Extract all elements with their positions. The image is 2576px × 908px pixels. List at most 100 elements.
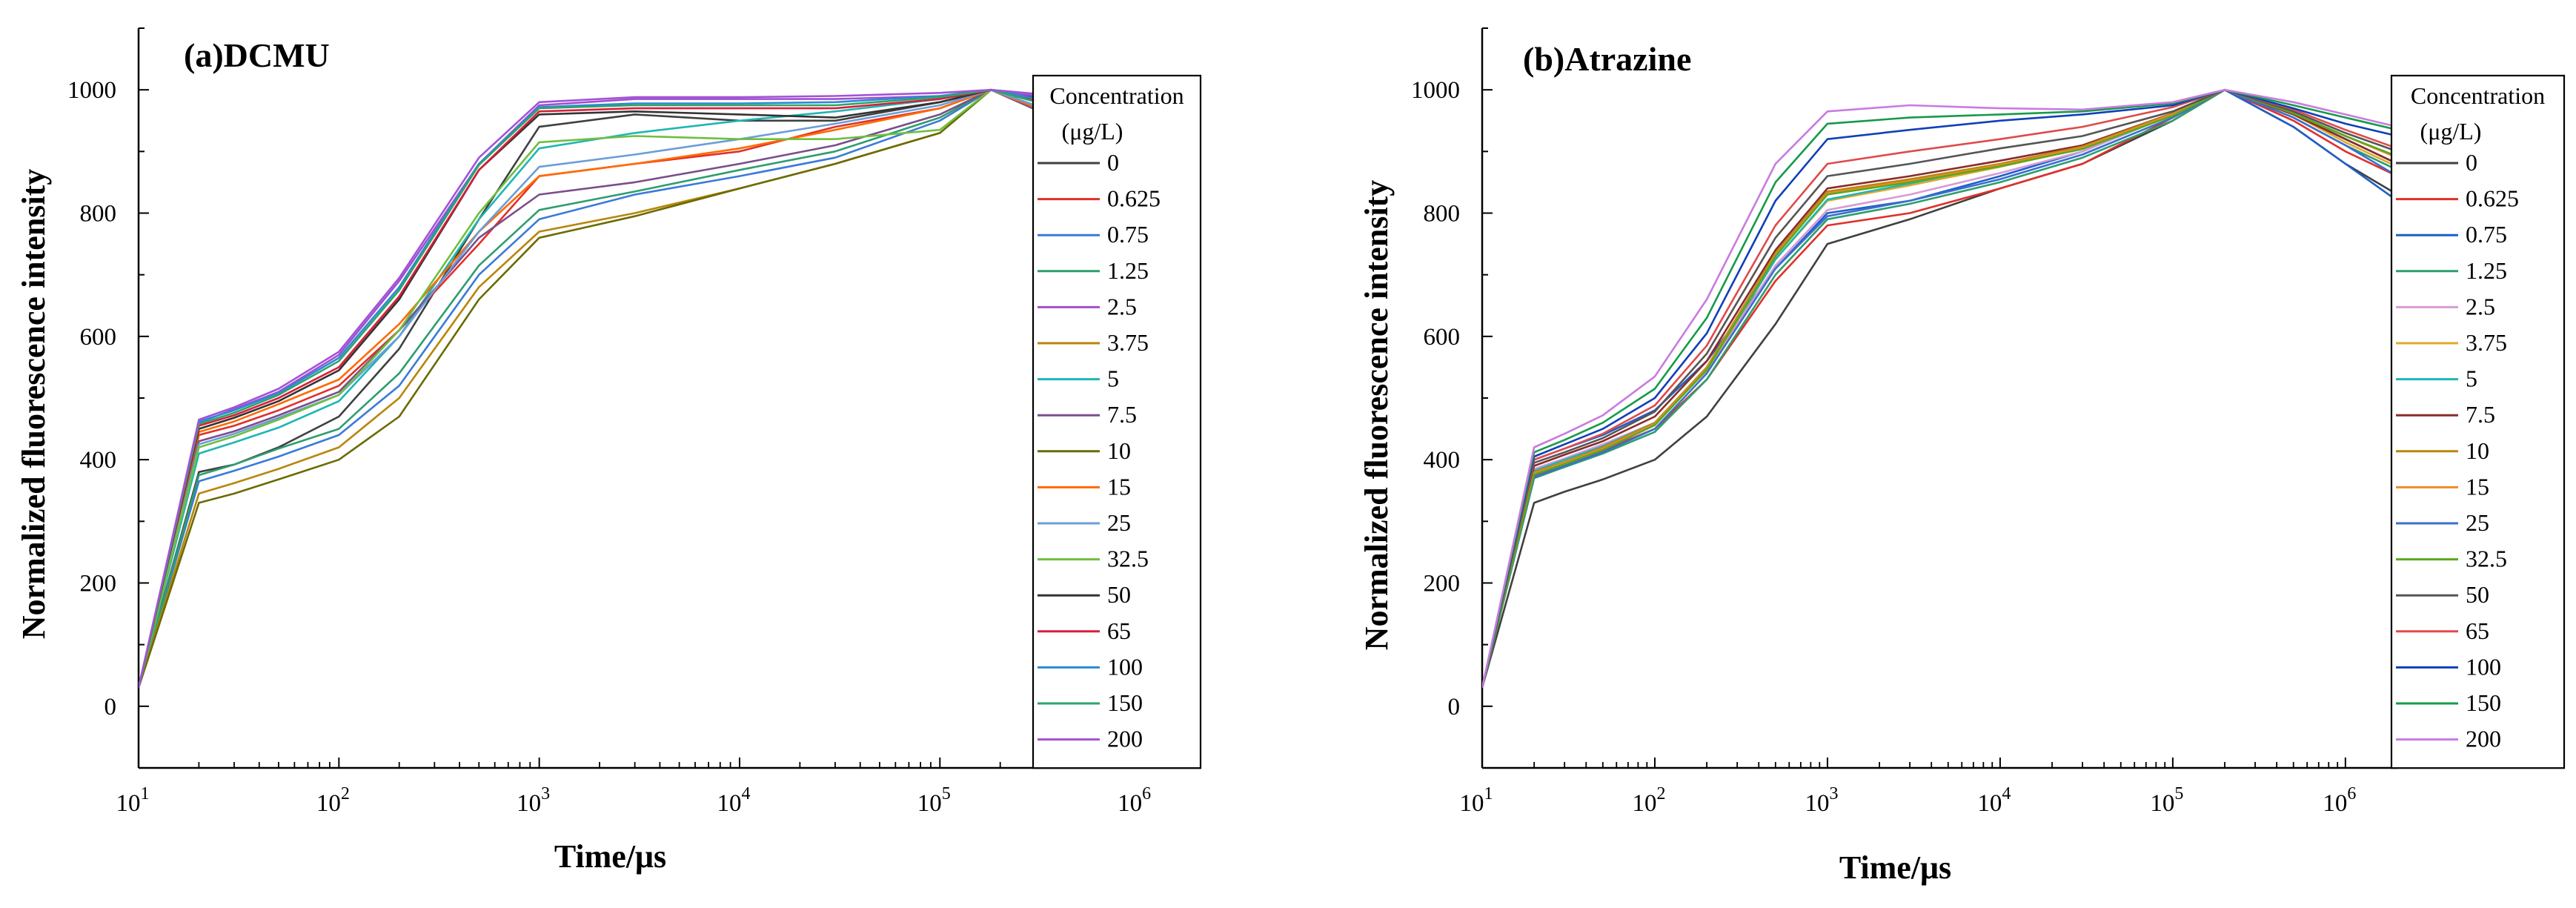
- legend-label: 0: [1107, 149, 1119, 176]
- x-tick-base: 10: [2150, 790, 2174, 817]
- y-tick-label: 200: [80, 571, 117, 597]
- y-tick-label: 0: [1448, 694, 1461, 720]
- x-tick-exponent: 2: [341, 784, 350, 803]
- x-tick-base: 10: [2323, 790, 2347, 817]
- x-tick-base: 10: [717, 790, 741, 817]
- legend-label: 65: [2466, 617, 2489, 644]
- legend-title: Concentration: [2411, 82, 2545, 109]
- legend-label: 1.25: [1107, 257, 1149, 284]
- legend-label: 2.5: [2466, 293, 2495, 319]
- x-tick-base: 10: [1460, 790, 1484, 817]
- legend-unit: (μg/L): [2420, 118, 2482, 145]
- legend-label: 25: [1107, 509, 1131, 536]
- legend-label: 15: [2466, 473, 2489, 500]
- y-tick-label: 0: [104, 694, 117, 720]
- y-tick-label: 600: [1424, 324, 1461, 351]
- y-tick-label: 1000: [67, 77, 116, 104]
- x-axis-title: Time/μs: [1839, 849, 1951, 886]
- legend-label: 5: [1107, 365, 1119, 392]
- legend-label: 150: [2466, 689, 2501, 716]
- y-tick-label: 200: [1424, 571, 1461, 597]
- x-tick-base: 10: [517, 790, 541, 817]
- x-tick-label: 103: [1805, 784, 1838, 817]
- legend-label: 50: [1107, 581, 1131, 608]
- series-line-7.5: [139, 88, 1201, 689]
- y-axis-title: Normalized fluorescence intensity: [16, 169, 52, 640]
- x-tick-label: 102: [316, 784, 350, 817]
- y-axis-title: Normalized fluorescence intensity: [1358, 180, 1395, 651]
- y-tick-label: 800: [80, 201, 117, 228]
- legend-label: 200: [1107, 726, 1143, 752]
- legend-unit: (μg/L): [1062, 118, 1123, 145]
- series-line-100: [1482, 88, 2397, 689]
- legend-label: 100: [2466, 653, 2501, 680]
- x-tick-base: 10: [917, 790, 942, 817]
- x-axis-title: Time/μs: [554, 838, 666, 875]
- series-line-150: [1482, 88, 2397, 689]
- legend-box: [1032, 74, 1202, 769]
- legend: Concentration (μg/L) 0 0.625 0.75 1.25 2.5 3.75…: [1032, 74, 1202, 769]
- legend-label: 100: [1107, 653, 1143, 680]
- legend-label: 0.625: [2466, 185, 2519, 212]
- series-group: [139, 88, 1201, 689]
- x-tick-base: 10: [1118, 790, 1142, 817]
- y-tick-label: 400: [80, 447, 117, 474]
- panel-title: (a)DCMU: [184, 36, 330, 74]
- x-tick-exponent: 4: [741, 784, 750, 803]
- legend-label: 0.75: [2466, 221, 2507, 248]
- x-tick-exponent: 3: [1829, 784, 1838, 803]
- legend-label: 0: [2466, 149, 2477, 176]
- legend-label: 150: [1107, 689, 1143, 716]
- x-tick-label: 104: [717, 784, 750, 817]
- legend: Concentration (μg/L) 0 0.625 0.75 1.25 2.5 3.75…: [2390, 74, 2566, 769]
- legend-label: 0.625: [1107, 185, 1161, 212]
- legend-label: 7.5: [2466, 401, 2495, 428]
- x-tick-label: 106: [2323, 784, 2356, 817]
- x-tick-label: 104: [1977, 784, 2011, 817]
- legend-label: 1.25: [2466, 257, 2507, 284]
- legend-label: 0.75: [1107, 221, 1149, 248]
- series-line-25: [1482, 88, 2397, 689]
- series-line-200: [139, 88, 1201, 689]
- legend-label: 3.75: [2466, 329, 2507, 356]
- y-tick-label: 400: [1424, 447, 1461, 474]
- legend-title: Concentration: [1049, 82, 1184, 109]
- x-tick-label: 105: [2150, 784, 2183, 817]
- series-line-200: [1482, 88, 2397, 689]
- legend-label: 10: [2466, 437, 2489, 464]
- legend-label: 200: [2466, 726, 2501, 752]
- legend-box: [2390, 74, 2566, 769]
- series-line-2.5: [139, 88, 1201, 689]
- x-tick-exponent: 3: [541, 784, 550, 803]
- x-tick-base: 10: [116, 790, 141, 817]
- x-tick-label: 106: [1118, 784, 1151, 817]
- legend-label: 32.5: [1107, 546, 1149, 572]
- x-tick-label: 101: [1460, 784, 1493, 817]
- series-line-25: [139, 88, 1201, 689]
- x-tick-label: 103: [517, 784, 550, 817]
- x-tick-base: 10: [316, 790, 341, 817]
- x-tick-exponent: 6: [2347, 784, 2356, 803]
- legend-label: 5: [2466, 365, 2477, 392]
- x-tick-base: 10: [1632, 790, 1656, 817]
- legend-label: 2.5: [1107, 293, 1137, 319]
- series-line-3.75: [1482, 88, 2397, 689]
- series-line-150: [139, 88, 1201, 689]
- legend-label: 32.5: [2466, 546, 2507, 572]
- series-line-15: [139, 88, 1201, 689]
- y-tick-label: 600: [80, 324, 117, 351]
- x-tick-label: 102: [1632, 784, 1665, 817]
- legend-label: 65: [1107, 617, 1131, 644]
- legend-label: 10: [1107, 437, 1131, 464]
- series-group: [1482, 88, 2397, 689]
- x-tick-base: 10: [1977, 790, 2002, 817]
- x-tick-exponent: 2: [1656, 784, 1665, 803]
- x-tick-exponent: 1: [141, 784, 150, 803]
- y-tick-label: 800: [1424, 201, 1461, 228]
- legend-label: 25: [2466, 509, 2489, 536]
- x-tick-exponent: 4: [2002, 784, 2011, 803]
- legend-label: 7.5: [1107, 401, 1137, 428]
